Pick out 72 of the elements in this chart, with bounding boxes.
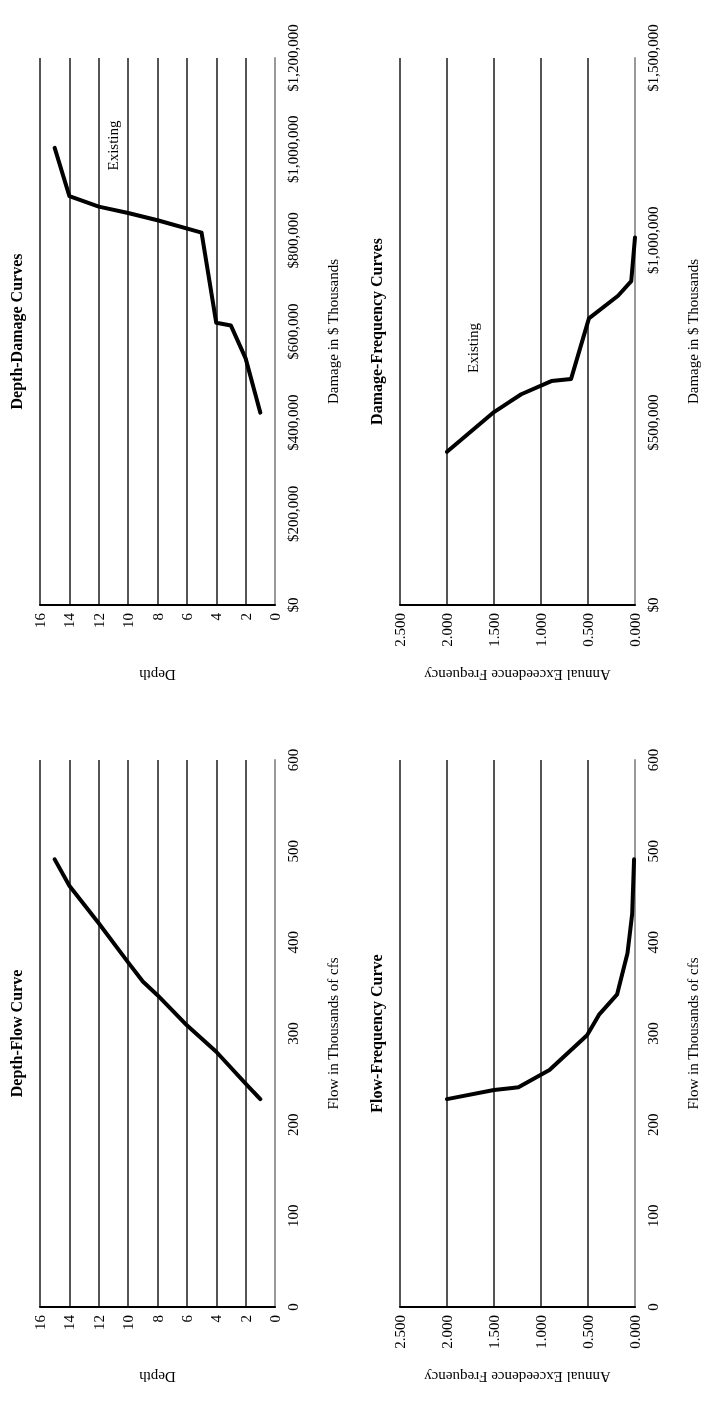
x-tick-label: 6 xyxy=(178,612,195,621)
y-tick-label: 0 xyxy=(644,1303,661,1311)
x-tick-label: 14 xyxy=(61,612,78,628)
x-tick-label: 12 xyxy=(90,613,107,628)
y-tick-label: 500 xyxy=(644,839,661,863)
x-tick-label: 16 xyxy=(32,612,48,628)
x-tick-label: 0.000 xyxy=(627,613,643,647)
x-tick-label: 2.500 xyxy=(392,1315,408,1349)
x-tick-label: 2.000 xyxy=(439,1315,455,1349)
x-tick-label: 16 xyxy=(32,1314,48,1330)
x-tick-label: 2.500 xyxy=(392,613,408,647)
y-tick-label: $0 xyxy=(644,597,661,613)
x-tick-label: 1.000 xyxy=(533,1315,549,1349)
y-tick-label: 300 xyxy=(284,1022,301,1045)
y-tick-label: $1,200,000 xyxy=(284,24,301,92)
line-series xyxy=(445,857,637,1102)
text: Depth-Damage Curves xyxy=(7,253,26,410)
y-tick-label: $200,000 xyxy=(284,485,301,542)
x-tick-label: 8 xyxy=(149,1315,166,1323)
x-tick-label: 4 xyxy=(208,612,225,621)
y-tick-label: 200 xyxy=(284,1113,301,1136)
y-tick-label: $1,500,000 xyxy=(644,24,661,92)
annotation: Existing xyxy=(104,120,121,171)
y-axis-title: Damage in $ Thousands xyxy=(324,258,341,405)
x-tick-label: 14 xyxy=(61,1314,78,1330)
x-tick-label: 10 xyxy=(120,1315,137,1330)
y-tick-label: $0 xyxy=(284,597,301,613)
y-axis-title: Flow in Thousands of cfs xyxy=(324,957,341,1110)
x-axis-title: Annual Exceedence Frequency xyxy=(423,666,611,683)
line-series xyxy=(52,857,263,1102)
text: Flow-Frequency Curve xyxy=(367,954,386,1113)
y-tick-label: 600 xyxy=(284,748,301,772)
y-tick-label: 600 xyxy=(644,748,661,772)
y-tick-label: 400 xyxy=(644,931,661,954)
y-tick-label: $500,000 xyxy=(644,394,661,451)
text: Damage-Frequency Curves xyxy=(367,238,386,425)
line-series xyxy=(445,235,637,454)
x-axis-title: Annual Exceedence Frequency xyxy=(423,1368,611,1385)
x-tick-label: 12 xyxy=(90,1315,107,1330)
x-tick-label: 0 xyxy=(267,613,283,621)
x-tick-label: 2 xyxy=(237,1315,254,1323)
x-axis-title: Depth xyxy=(138,666,176,683)
y-axis-title: Damage in $ Thousands xyxy=(684,258,701,405)
x-tick-label: 0.000 xyxy=(627,1315,643,1349)
x-tick-label: 0.500 xyxy=(580,613,596,647)
x-tick-label: 10 xyxy=(120,613,137,628)
x-tick-label: 0.500 xyxy=(580,1315,596,1349)
x-tick-label: 1.000 xyxy=(533,613,549,647)
x-tick-label: 2.000 xyxy=(439,613,455,647)
x-tick-label: 8 xyxy=(149,613,166,621)
x-axis-title: Depth xyxy=(138,1368,176,1385)
y-tick-label: $800,000 xyxy=(284,212,301,269)
x-tick-label: 2 xyxy=(237,613,254,621)
y-tick-label: 0 xyxy=(284,1303,301,1311)
y-tick-label: 500 xyxy=(284,839,301,863)
y-axis-title: Flow in Thousands of cfs xyxy=(684,957,701,1110)
annotation: Existing xyxy=(464,322,481,373)
x-tick-label: 4 xyxy=(208,1314,225,1323)
x-tick-label: 1.500 xyxy=(486,613,502,647)
x-tick-label: 0 xyxy=(267,1315,283,1323)
y-tick-label: $400,000 xyxy=(284,394,301,451)
x-tick-label: 1.500 xyxy=(486,1315,502,1349)
y-tick-label: 100 xyxy=(284,1204,301,1228)
x-tick-label: 6 xyxy=(178,1314,195,1323)
y-tick-label: 200 xyxy=(644,1113,661,1136)
y-tick-label: 100 xyxy=(644,1204,661,1228)
y-tick-label: 400 xyxy=(284,931,301,954)
y-tick-label: $1,000,000 xyxy=(644,206,661,275)
y-tick-label: $600,000 xyxy=(284,303,301,360)
y-tick-label: $1,000,000 xyxy=(284,115,301,183)
y-tick-label: 300 xyxy=(644,1022,661,1045)
text: Depth-Flow Curve xyxy=(7,969,26,1098)
